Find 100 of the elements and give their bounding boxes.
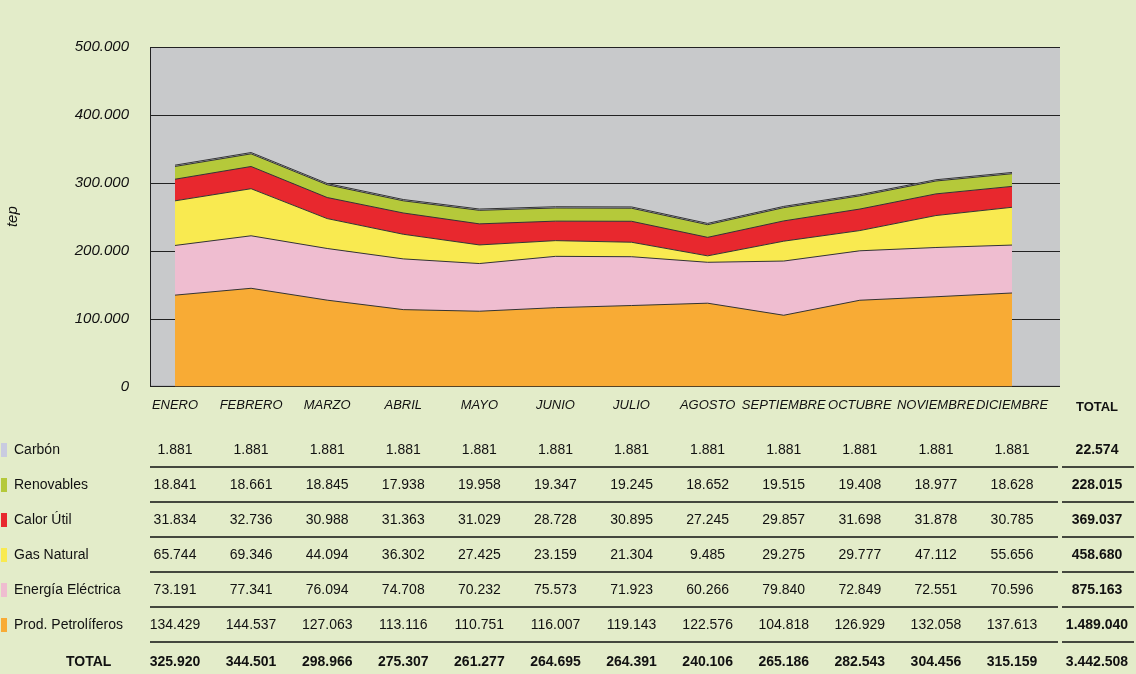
- text: 315.159: [986, 652, 1038, 669]
- text: TOTAL: [1075, 398, 1119, 414]
- text: 265.186: [758, 652, 810, 669]
- data-label: 19.245: [610, 475, 654, 492]
- data-label: 30.895: [610, 510, 654, 527]
- data-label: 1.881: [766, 440, 802, 457]
- data-label: 19.515: [762, 475, 806, 492]
- data-label: 21.304: [610, 545, 654, 562]
- data-label: 30.988: [305, 510, 349, 527]
- y-tick-label: 300.000: [74, 172, 130, 190]
- data-label: 19.408: [838, 475, 882, 492]
- data-label: 71.923: [610, 580, 654, 597]
- data-label: 65.744: [153, 545, 197, 562]
- data-label: 1.881: [994, 440, 1030, 457]
- text: 344.501: [225, 652, 277, 669]
- data-label: 1.881: [842, 440, 878, 457]
- data-label: 69.346: [229, 545, 273, 562]
- text: 298.966: [301, 652, 353, 669]
- data-label: 29.857: [762, 510, 806, 527]
- data-label: 77.341: [229, 580, 273, 597]
- x-tick-label: ABRIL: [383, 396, 423, 412]
- data-label: 1.881: [537, 440, 574, 457]
- data-label: 134.429: [149, 615, 201, 632]
- data-label: 47.112: [915, 545, 958, 562]
- data-label: 79.840: [762, 580, 806, 597]
- text: 282.543: [834, 652, 886, 669]
- y-tick-label: 200.000: [73, 240, 130, 258]
- data-label: 27.245: [686, 510, 730, 527]
- text: 369.037: [1071, 510, 1123, 527]
- data-label: 113.116: [379, 615, 428, 632]
- text: 264.391: [606, 652, 658, 669]
- x-tick-label: DICIEMBRE: [975, 396, 1049, 412]
- data-label: 30.785: [990, 510, 1034, 527]
- data-label: 1.881: [385, 440, 421, 457]
- x-tick-label: MARZO: [303, 396, 351, 412]
- text: 22.574: [1075, 440, 1119, 457]
- text: 3.442.508: [1065, 652, 1129, 669]
- data-label: 9.485: [690, 545, 726, 562]
- data-label: 127.063: [301, 615, 353, 632]
- legend-label: Prod. Petrolíferos: [14, 615, 123, 632]
- data-label: 122.576: [682, 615, 734, 632]
- data-label: 116.007: [530, 615, 581, 632]
- legend-label: Gas Natural: [14, 545, 89, 562]
- data-label: 32.736: [229, 510, 273, 527]
- data-label: 18.977: [914, 475, 958, 492]
- y-axis-title: tep: [3, 206, 21, 228]
- text: 325.920: [149, 652, 201, 669]
- data-label: 28.728: [534, 510, 578, 527]
- data-label: 19.347: [534, 475, 578, 492]
- data-label: 110.751: [454, 615, 505, 632]
- data-label: 18.841: [153, 475, 197, 492]
- data-label: 1.881: [461, 440, 498, 457]
- legend-label: Carbón: [14, 440, 60, 457]
- data-label: 31.834: [153, 510, 197, 527]
- data-label: 23.159: [534, 545, 578, 562]
- data-label: 1.881: [690, 440, 726, 457]
- data-label: 104.818: [758, 615, 810, 632]
- data-label: 70.232: [457, 580, 501, 597]
- text: 275.307: [377, 652, 429, 669]
- data-label: 18.628: [990, 475, 1034, 492]
- data-label: 72.849: [838, 580, 882, 597]
- data-label: 31.363: [381, 510, 425, 527]
- y-tick-label: 400.000: [74, 105, 130, 123]
- x-tick-label: FEBRERO: [219, 396, 283, 412]
- data-label: 29.777: [838, 545, 882, 562]
- data-label: 60.266: [686, 580, 730, 597]
- data-label: 119.143: [606, 615, 657, 632]
- data-label: 18.845: [305, 475, 349, 492]
- y-tick-label: 0: [120, 376, 130, 394]
- x-tick-label: NOVIEMBRE: [896, 396, 976, 412]
- text: 1.489.040: [1065, 615, 1129, 632]
- x-tick-label: ENERO: [151, 396, 199, 412]
- legend-label: Renovables: [14, 475, 88, 492]
- x-tick-label: MAYO: [460, 396, 499, 412]
- data-label: 72.551: [914, 580, 958, 597]
- data-label: 1.881: [918, 440, 954, 457]
- data-label: 137.613: [986, 615, 1038, 632]
- data-label: 1.881: [233, 440, 269, 457]
- data-label: 19.958: [457, 475, 501, 492]
- text: 240.106: [682, 652, 734, 669]
- data-label: 36.302: [381, 545, 425, 562]
- data-label: 18.661: [229, 475, 273, 492]
- x-tick-label: JUNIO: [534, 396, 575, 412]
- x-tick-label: AGOSTO: [678, 396, 736, 412]
- data-label: 73.191: [153, 580, 197, 597]
- x-tick-label: OCTUBRE: [828, 396, 892, 412]
- data-label: 1.881: [614, 440, 650, 457]
- x-tick-label: SEPTIEMBRE: [741, 396, 826, 412]
- data-label: 132.058: [910, 615, 962, 632]
- data-label: 31.698: [838, 510, 882, 527]
- data-label: 31.029: [457, 510, 501, 527]
- text: 875.163: [1071, 580, 1123, 597]
- x-tick-label: JULIO: [612, 396, 650, 412]
- data-label: 144.537: [225, 615, 277, 632]
- data-label: 76.094: [305, 580, 349, 597]
- legend-label: Energía Eléctrica: [14, 580, 121, 597]
- data-label: 18.652: [686, 475, 730, 492]
- data-label: 126.929: [834, 615, 886, 632]
- text: 304.456: [910, 652, 962, 669]
- data-label: 74.708: [381, 580, 425, 597]
